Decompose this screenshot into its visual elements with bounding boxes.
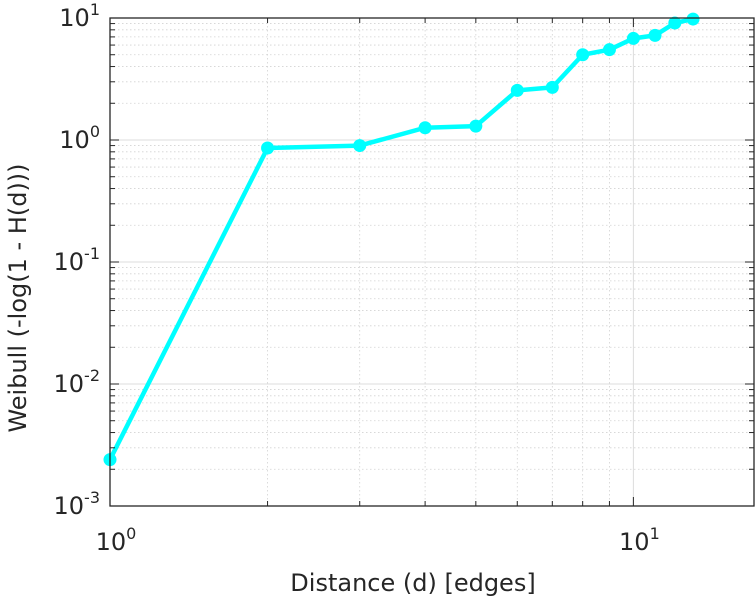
y-tick-exponent: -3 [84,488,100,507]
data-point [353,139,367,153]
y-tick-label: 101 [59,0,100,32]
data-point [686,12,700,26]
y-tick-label: 10-2 [54,366,101,398]
data-point [576,48,590,62]
y-tick-exponent: -2 [84,366,100,385]
data-point [545,80,559,94]
series-layer [103,12,700,467]
y-tick-base: 10 [59,4,90,32]
data-point [668,16,682,30]
x-tick-label: 101 [619,524,660,556]
data-point [469,119,483,133]
x-tick-label: 100 [96,524,137,556]
y-tick-base: 10 [54,492,85,520]
x-tick-exponent: 1 [650,524,660,543]
y-tick-base: 10 [59,126,90,154]
x-tick-labels: 100 101 [96,524,660,556]
y-tick-exponent: 0 [90,122,100,141]
y-tick-label: 10-3 [54,488,101,520]
tick-marks [109,17,754,507]
x-axis-label: Distance (d) [edges] [290,569,535,597]
y-tick-base: 10 [54,370,85,398]
y-tick-base: 10 [54,248,85,276]
y-tick-label: 100 [59,122,100,154]
data-point [626,31,640,45]
data-point [602,43,616,57]
y-tick-exponent: -1 [84,244,100,263]
data-point [648,28,662,42]
data-point [510,83,524,97]
x-tick-base: 10 [96,528,127,556]
data-point [418,121,432,135]
y-tick-label: 10-1 [54,244,101,276]
y-axis-label: Weibull (-log(1 - H(d))) [4,163,32,432]
y-tick-exponent: 1 [90,0,100,19]
x-tick-exponent: 0 [126,524,136,543]
x-tick-base: 10 [619,528,650,556]
data-point [261,141,275,155]
